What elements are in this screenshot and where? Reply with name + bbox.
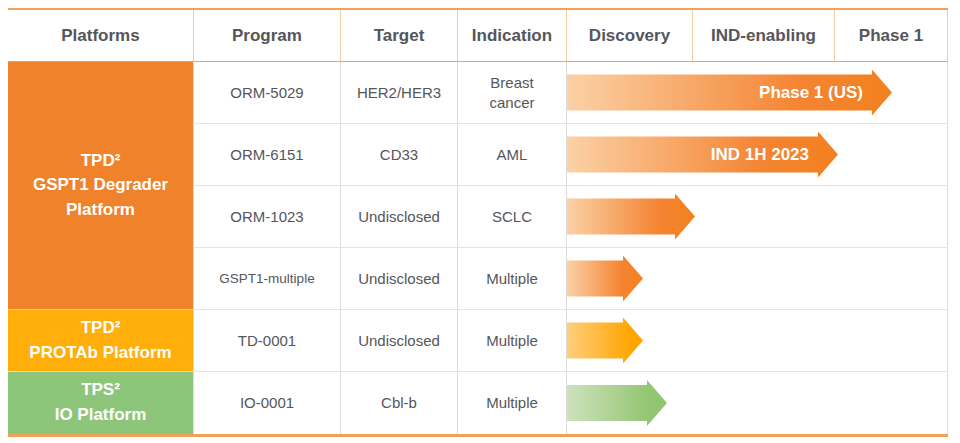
program-cell: ORM-5029 — [193, 62, 340, 124]
column-header-ind-enabling: IND-enabling — [692, 10, 834, 62]
platform-name-line: TPD² — [81, 149, 121, 174]
stage-track: Phase 1 (US) — [566, 62, 948, 124]
indication-cell: Multiple — [457, 372, 566, 434]
program-cell: TD-0001 — [193, 310, 340, 372]
stage-arrow — [567, 194, 695, 240]
program-cell: IO-0001 — [193, 372, 340, 434]
platform-cell-tps2-io: TPS² IO Platform — [8, 372, 193, 434]
platform-cell-tpd2-gspt1-degrader: TPD² GSPT1 Degrader Platform — [8, 62, 193, 310]
stage-track — [566, 248, 948, 310]
stage-track: IND 1H 2023 — [566, 124, 948, 186]
program-cell: ORM-6151 — [193, 124, 340, 186]
pipeline-chart: Platforms Program Target Indication Disc… — [8, 8, 948, 437]
stage-arrow — [567, 256, 643, 302]
indication-cell: Multiple — [457, 310, 566, 372]
stage-arrow-label: IND 1H 2023 — [711, 145, 838, 165]
target-cell: HER2/HER3 — [340, 62, 457, 124]
column-header-indication: Indication — [457, 10, 566, 62]
platform-name-line: PROTAb Platform — [29, 341, 171, 366]
indication-cell: Breast cancer — [457, 62, 566, 124]
column-header-discovery: Discovery — [566, 10, 692, 62]
platform-name-line: IO Platform — [55, 403, 147, 428]
platform-name-line: Platform — [66, 198, 135, 223]
platform-name-line: TPD² — [81, 316, 121, 341]
column-header-phase-1: Phase 1 — [834, 10, 948, 62]
stage-track — [566, 372, 948, 434]
pipeline-grid: Platforms Program Target Indication Disc… — [8, 10, 948, 434]
program-cell: ORM-1023 — [193, 186, 340, 248]
indication-cell: Multiple — [457, 248, 566, 310]
stage-arrow-label: Phase 1 (US) — [759, 83, 892, 103]
program-cell: GSPT1-multiple — [193, 248, 340, 310]
target-cell: Undisclosed — [340, 310, 457, 372]
platform-name-line: GSPT1 Degrader — [33, 173, 168, 198]
platform-name-line: TPS² — [81, 378, 120, 403]
stage-arrow: Phase 1 (US) — [567, 70, 892, 116]
stage-track — [566, 186, 948, 248]
target-cell: Cbl-b — [340, 372, 457, 434]
stage-track — [566, 310, 948, 372]
indication-cell: SCLC — [457, 186, 566, 248]
column-header-platforms: Platforms — [8, 10, 193, 62]
stage-arrow — [567, 318, 643, 364]
stage-arrow: IND 1H 2023 — [567, 132, 838, 178]
stage-arrow — [567, 380, 667, 426]
target-cell: Undisclosed — [340, 186, 457, 248]
bottom-rule — [8, 434, 948, 437]
indication-cell: AML — [457, 124, 566, 186]
column-header-target: Target — [340, 10, 457, 62]
target-cell: CD33 — [340, 124, 457, 186]
target-cell: Undisclosed — [340, 248, 457, 310]
column-header-program: Program — [193, 10, 340, 62]
platform-cell-tpd2-protab: TPD² PROTAb Platform — [8, 310, 193, 372]
